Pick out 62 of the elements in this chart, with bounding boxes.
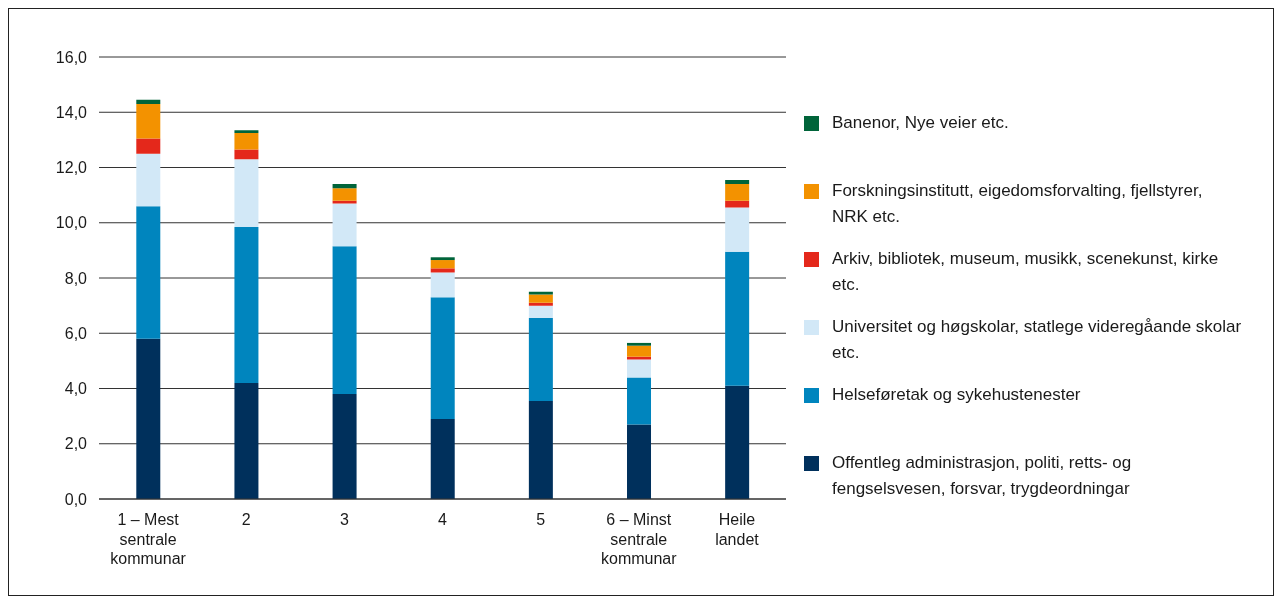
bar	[234, 130, 259, 133]
bar	[430, 272, 455, 298]
bar	[430, 418, 455, 499]
legend-label: Helseføretak og sykehustenester	[832, 384, 1082, 406]
bar	[332, 203, 357, 247]
legend-label: Banenor, Nye veier etc.	[832, 112, 1010, 134]
x-tick-label: 6 – Minst sentrale kommunar	[601, 511, 678, 567]
bar	[234, 226, 259, 383]
legend-label: Universitet og høgskolar, statlege videregåande skolar etc.	[832, 316, 1242, 364]
bar	[234, 149, 259, 160]
y-tick-label: 14,0	[55, 103, 88, 121]
y-tick-label: 16,0	[55, 48, 88, 66]
x-tick-label: Heile landet	[715, 511, 760, 548]
legend-label: Arkiv, bibliotek, museum, musikk, scenekunst, kirke etc.	[832, 248, 1220, 296]
y-tick-label: 6,0	[64, 324, 88, 342]
x-tick-label: 2	[241, 511, 251, 529]
x-tick-label: 1 – Mest sentrale kommunar	[110, 511, 187, 567]
bar	[332, 184, 357, 189]
legend-label: Forskningsinstitutt, eigedomsforvalting, fjellstyrer, NRK etc.	[832, 180, 1204, 228]
y-tick-label: 10,0	[55, 214, 88, 232]
bar	[136, 153, 161, 207]
x-tick-label: 5	[536, 511, 546, 529]
bar	[430, 257, 455, 261]
bar	[234, 132, 259, 150]
bar	[430, 268, 455, 273]
bar	[430, 297, 455, 419]
bar	[627, 424, 652, 499]
bar	[136, 206, 161, 339]
bar	[234, 382, 259, 499]
y-tick-label: 8,0	[64, 269, 88, 287]
bar	[725, 179, 750, 185]
bar	[627, 359, 652, 378]
bar	[528, 294, 553, 303]
legend-label: Offentleg administrasjon, politi, retts- og fengselsvesen, forsvar, trygdeordningar	[832, 452, 1133, 500]
bar	[725, 207, 750, 252]
bar	[725, 385, 750, 499]
bar	[627, 345, 652, 357]
bar	[528, 291, 553, 295]
bar	[332, 246, 357, 395]
bar	[430, 260, 455, 269]
bar	[234, 159, 259, 227]
bar	[136, 138, 161, 154]
bar	[725, 184, 750, 201]
y-tick-label: 0,0	[64, 490, 88, 508]
x-tick-label: 3	[339, 511, 349, 529]
bar	[136, 338, 161, 499]
bar	[725, 200, 750, 208]
x-tick-label: 4	[438, 511, 448, 529]
bar	[332, 188, 357, 201]
y-tick-label: 12,0	[55, 159, 88, 177]
bar	[332, 394, 357, 499]
bar	[136, 103, 161, 139]
bar	[528, 318, 553, 401]
bar	[627, 342, 652, 346]
bar	[528, 400, 553, 499]
bar	[528, 302, 553, 306]
bar	[528, 305, 553, 319]
y-tick-label: 2,0	[64, 435, 88, 453]
bar	[627, 377, 652, 425]
bar	[725, 251, 750, 386]
bar	[136, 99, 161, 104]
y-tick-label: 4,0	[64, 380, 88, 398]
